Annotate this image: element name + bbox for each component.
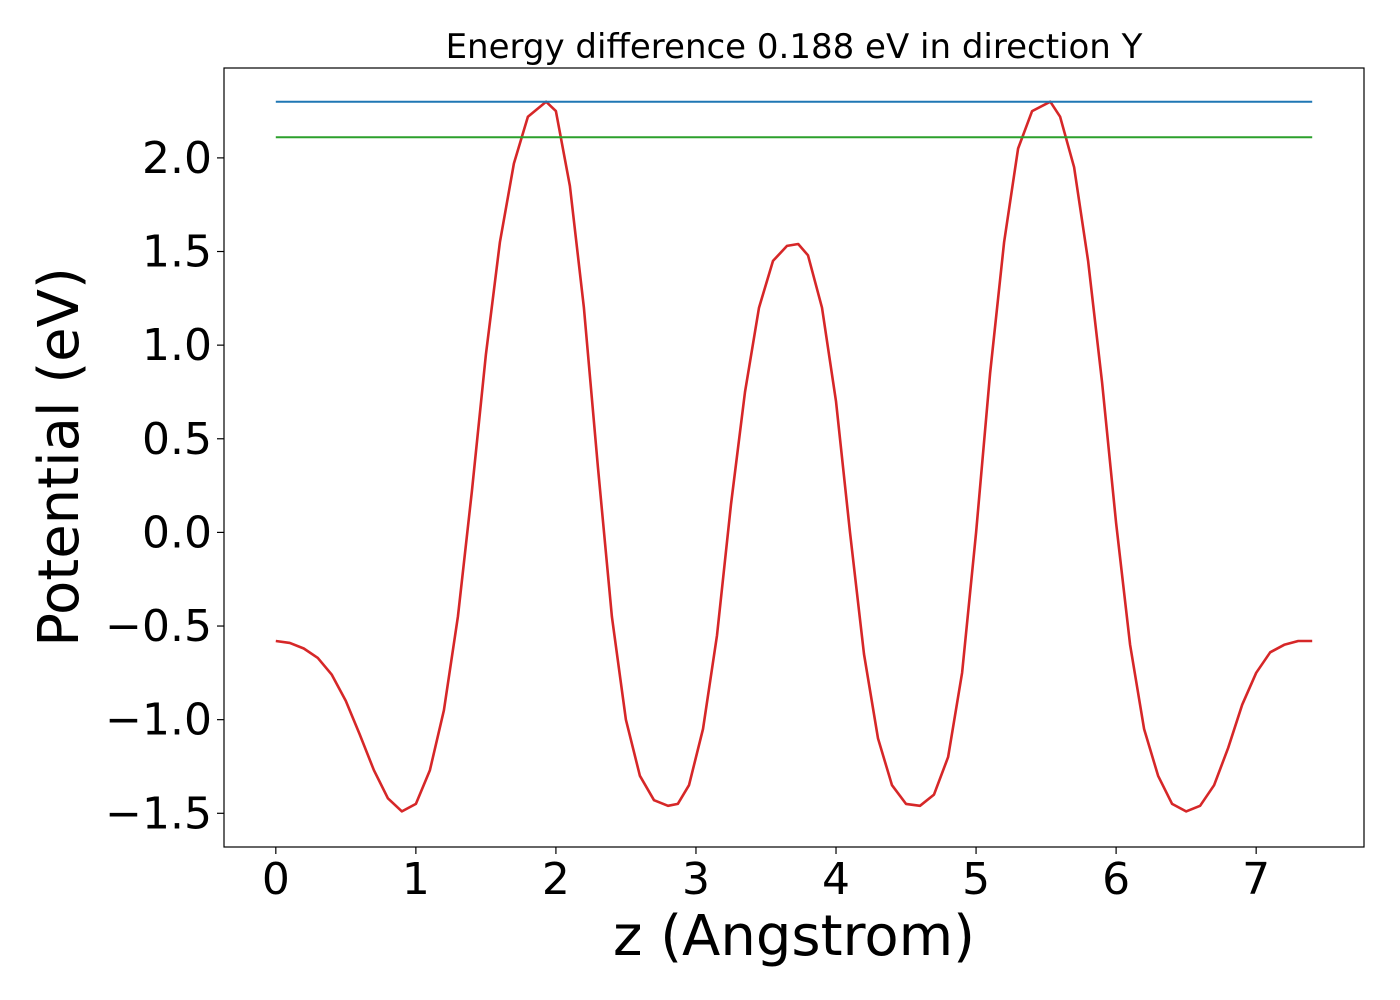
y-tick-label: −0.5 bbox=[105, 601, 212, 652]
x-tick-label: 0 bbox=[262, 854, 290, 905]
y-axis-label: Potential (eV) bbox=[27, 267, 92, 647]
x-tick-label: 3 bbox=[682, 854, 710, 905]
x-tick-label: 6 bbox=[1102, 854, 1130, 905]
y-tick-label: −1.0 bbox=[105, 695, 212, 746]
y-tick-label: 2.0 bbox=[142, 133, 212, 184]
plot-lines bbox=[275, 100, 1313, 813]
x-tick-label: 4 bbox=[822, 854, 850, 905]
y-axis-ticks: −1.5 −1.0 −0.5 0.0 0.5 1.0 1.5 2.0 bbox=[105, 133, 224, 839]
y-tick-label: 1.0 bbox=[142, 320, 212, 371]
x-axis-ticks: 0 1 2 3 4 5 6 7 bbox=[262, 847, 1270, 905]
x-tick-label: 7 bbox=[1242, 854, 1270, 905]
y-tick-label: 0.5 bbox=[142, 414, 212, 465]
x-tick-label: 5 bbox=[962, 854, 990, 905]
x-axis-label: z (Angstrom) bbox=[613, 904, 975, 969]
plot-frame bbox=[223, 67, 1365, 848]
chart-title: Energy difference 0.188 eV in direction … bbox=[446, 27, 1143, 67]
x-tick-label: 1 bbox=[402, 854, 430, 905]
series-line-0 bbox=[275, 100, 1313, 813]
y-tick-label: 0.0 bbox=[142, 507, 212, 558]
x-tick-label: 2 bbox=[542, 854, 570, 905]
y-tick-label: −1.5 bbox=[105, 788, 212, 839]
y-tick-label: 1.5 bbox=[142, 227, 212, 278]
